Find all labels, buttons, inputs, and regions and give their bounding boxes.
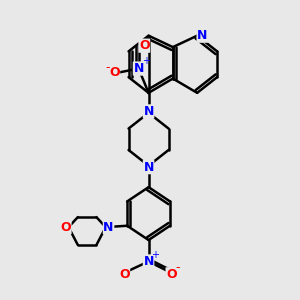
Text: -: - (176, 261, 180, 274)
Text: N: N (143, 160, 154, 174)
Text: O: O (119, 268, 130, 281)
Text: O: O (166, 268, 177, 281)
Text: -: - (105, 61, 110, 74)
Text: N: N (103, 221, 114, 234)
Text: O: O (139, 39, 150, 52)
Text: +: + (142, 56, 150, 66)
Text: +: + (151, 250, 159, 260)
Text: N: N (197, 29, 208, 42)
Text: N: N (143, 255, 154, 268)
Text: O: O (60, 221, 71, 234)
Text: N: N (134, 62, 144, 75)
Text: O: O (109, 66, 120, 79)
Text: N: N (143, 105, 154, 118)
